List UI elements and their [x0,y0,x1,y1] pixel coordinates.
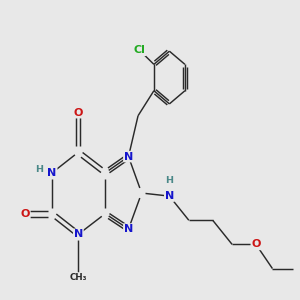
Text: N: N [124,152,133,162]
Text: O: O [251,239,261,249]
Text: H: H [165,176,173,185]
Text: N: N [165,191,174,201]
Text: N: N [47,168,57,178]
Text: N: N [74,229,83,239]
Text: N: N [124,224,133,234]
Text: H: H [35,165,44,174]
Text: O: O [74,108,83,118]
Text: CH₃: CH₃ [70,273,87,282]
Text: Cl: Cl [134,45,146,55]
Text: O: O [20,209,30,219]
